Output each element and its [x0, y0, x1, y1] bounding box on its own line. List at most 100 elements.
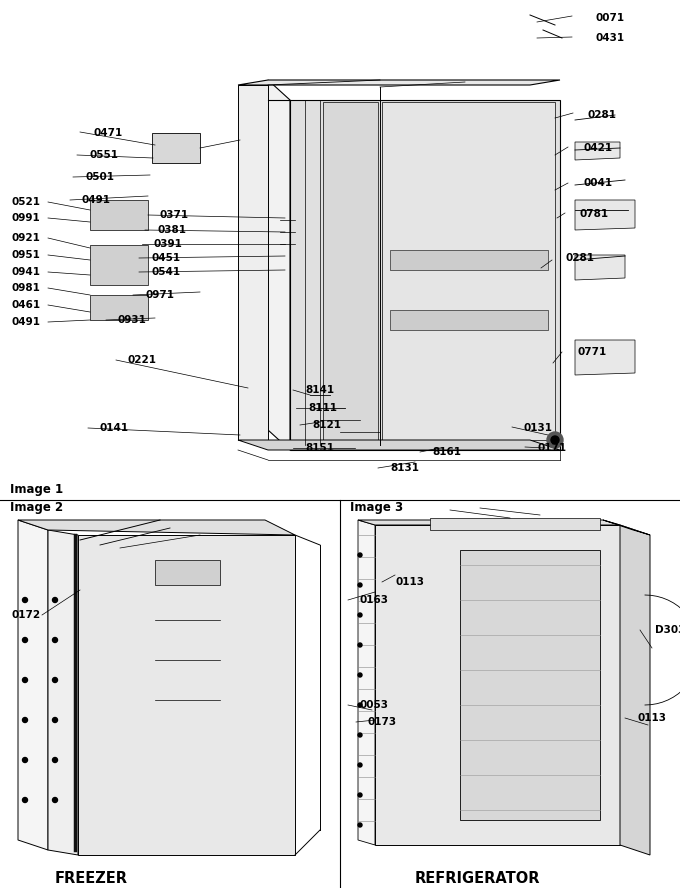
Text: 8141: 8141 — [305, 385, 334, 395]
Polygon shape — [48, 530, 78, 855]
Circle shape — [22, 598, 27, 602]
Circle shape — [22, 718, 27, 723]
Polygon shape — [90, 295, 148, 320]
Text: D303: D303 — [655, 625, 680, 635]
Circle shape — [358, 673, 362, 677]
Polygon shape — [238, 80, 560, 85]
Text: 0941: 0941 — [12, 267, 41, 277]
Polygon shape — [575, 255, 625, 280]
Circle shape — [358, 793, 362, 797]
Circle shape — [358, 613, 362, 617]
Text: 8121: 8121 — [312, 420, 341, 430]
Text: 0281: 0281 — [588, 110, 617, 120]
Circle shape — [547, 432, 563, 448]
Polygon shape — [390, 310, 548, 330]
Polygon shape — [78, 535, 295, 855]
Text: 0113: 0113 — [637, 713, 666, 723]
Text: 0781: 0781 — [580, 209, 609, 219]
Circle shape — [52, 757, 58, 763]
Text: 0113: 0113 — [395, 577, 424, 587]
Polygon shape — [238, 85, 268, 440]
Text: 0171: 0171 — [537, 443, 566, 453]
Text: 0471: 0471 — [94, 128, 123, 138]
Text: 0551: 0551 — [89, 150, 118, 160]
Text: 0461: 0461 — [12, 300, 41, 310]
Text: 0371: 0371 — [160, 210, 189, 220]
Polygon shape — [390, 250, 548, 270]
Text: 0931: 0931 — [118, 315, 147, 325]
Text: 0173: 0173 — [368, 717, 397, 727]
Text: 0381: 0381 — [157, 225, 186, 235]
Circle shape — [52, 797, 58, 803]
Text: 0541: 0541 — [151, 267, 180, 277]
Text: 0491: 0491 — [82, 195, 111, 205]
Polygon shape — [358, 520, 620, 525]
Circle shape — [551, 436, 559, 444]
Text: 0172: 0172 — [12, 610, 41, 620]
Text: 0041: 0041 — [583, 178, 612, 188]
Text: 0163: 0163 — [360, 595, 389, 605]
Polygon shape — [575, 340, 635, 375]
Polygon shape — [575, 142, 620, 160]
Polygon shape — [382, 102, 555, 440]
Circle shape — [358, 763, 362, 767]
Polygon shape — [620, 525, 650, 855]
Circle shape — [358, 823, 362, 827]
Polygon shape — [430, 518, 600, 530]
Polygon shape — [152, 133, 200, 163]
Text: 8131: 8131 — [390, 463, 419, 473]
Text: 0501: 0501 — [85, 172, 114, 182]
Circle shape — [358, 703, 362, 707]
Text: FREEZER: FREEZER — [55, 870, 128, 885]
Text: 0991: 0991 — [12, 213, 41, 223]
Text: 0521: 0521 — [12, 197, 41, 207]
Text: 0921: 0921 — [12, 233, 41, 243]
Polygon shape — [155, 560, 220, 585]
Text: 0971: 0971 — [145, 290, 174, 300]
Polygon shape — [290, 100, 560, 450]
Text: 0451: 0451 — [151, 253, 180, 263]
Polygon shape — [323, 102, 378, 440]
Polygon shape — [90, 200, 148, 230]
Text: REFRIGERATOR: REFRIGERATOR — [415, 870, 541, 885]
Polygon shape — [18, 520, 295, 535]
Circle shape — [22, 797, 27, 803]
Circle shape — [358, 583, 362, 587]
Text: 0951: 0951 — [12, 250, 41, 260]
Circle shape — [22, 678, 27, 683]
Text: 0053: 0053 — [360, 700, 389, 710]
Text: 0131: 0131 — [524, 423, 553, 433]
Circle shape — [52, 678, 58, 683]
Polygon shape — [358, 520, 375, 845]
Text: 0771: 0771 — [577, 347, 607, 357]
Text: 0981: 0981 — [12, 283, 41, 293]
Polygon shape — [90, 245, 148, 285]
Text: 8151: 8151 — [305, 443, 334, 453]
Text: 0431: 0431 — [596, 33, 625, 43]
Polygon shape — [460, 550, 600, 820]
Text: 0221: 0221 — [128, 355, 157, 365]
Text: 8111: 8111 — [308, 403, 337, 413]
Circle shape — [52, 638, 58, 643]
Polygon shape — [375, 525, 620, 845]
Polygon shape — [18, 520, 48, 850]
Polygon shape — [603, 520, 650, 535]
Text: 0281: 0281 — [566, 253, 595, 263]
Text: Image 2: Image 2 — [10, 502, 63, 514]
Circle shape — [358, 733, 362, 737]
Text: 0421: 0421 — [584, 143, 613, 153]
Circle shape — [52, 598, 58, 602]
Text: Image 3: Image 3 — [350, 502, 403, 514]
Text: 0391: 0391 — [154, 239, 183, 249]
Polygon shape — [238, 440, 560, 450]
Polygon shape — [575, 200, 635, 230]
Circle shape — [52, 718, 58, 723]
Text: 8161: 8161 — [432, 447, 461, 457]
Text: Image 1: Image 1 — [10, 483, 63, 496]
Circle shape — [22, 638, 27, 643]
Text: 0141: 0141 — [100, 423, 129, 433]
Circle shape — [358, 643, 362, 647]
Text: 0491: 0491 — [12, 317, 41, 327]
Circle shape — [358, 553, 362, 557]
Circle shape — [22, 757, 27, 763]
